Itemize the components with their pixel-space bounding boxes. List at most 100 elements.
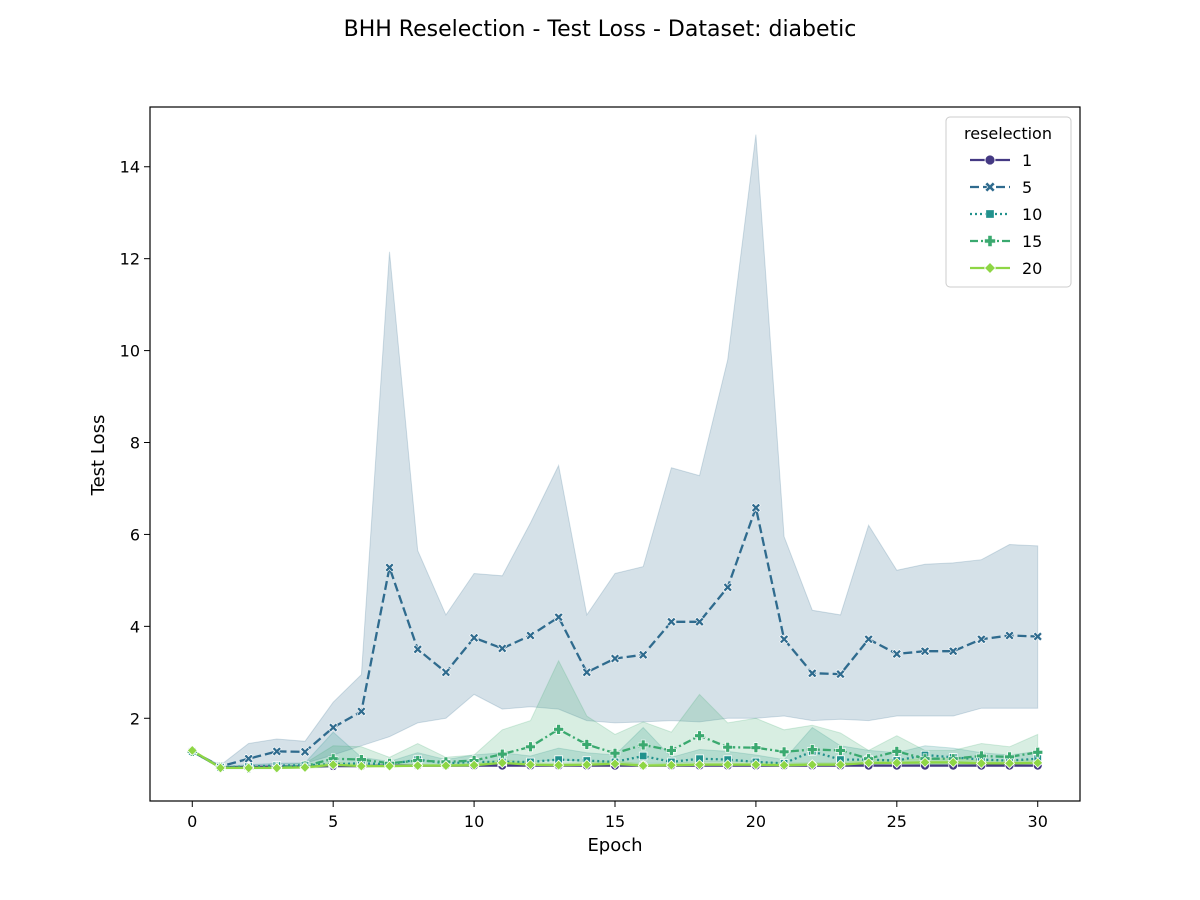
point-series-5 [976,634,987,645]
legend-title: reselection [964,124,1052,143]
legend-label-15: 15 [1022,232,1042,251]
point-series-20 [806,759,818,771]
point-series-20 [524,759,536,771]
point-series-20 [1004,757,1016,769]
x-tick-label: 10 [464,812,484,831]
point-series-5 [525,630,536,641]
x-tick-label: 20 [746,812,766,831]
point-series-5 [638,649,649,660]
point-series-20 [609,758,621,770]
point-series-5 [1032,631,1043,642]
point-series-20 [863,757,875,769]
y-tick-label: 12 [120,250,140,269]
x-tick-label: 25 [887,812,907,831]
point-series-5 [271,746,282,757]
point-series-5 [1004,630,1015,641]
x-tick-label: 30 [1028,812,1048,831]
point-series-15 [553,724,564,735]
point-series-20 [665,759,677,771]
legend-marker-10 [985,209,995,219]
point-series-20 [919,756,931,768]
point-series-20 [581,759,593,771]
legend-marker-5 [984,181,996,193]
point-series-20 [440,760,452,772]
y-tick-label: 8 [130,434,140,453]
point-series-15 [496,748,508,760]
point-series-20 [327,759,339,771]
point-series-15 [637,739,649,751]
legend-label-10: 10 [1022,205,1042,224]
point-series-20 [243,762,255,774]
x-tick-label: 0 [187,812,197,831]
point-series-15 [694,730,705,742]
y-axis-label: Test Loss [88,415,109,497]
legend-marker-1 [984,154,996,166]
point-series-5 [581,667,592,678]
y-tick-label: 10 [120,342,140,361]
point-series-5 [807,668,818,679]
point-series-15 [835,745,846,756]
point-series-20 [412,760,424,772]
y-tick-label: 2 [130,709,140,728]
point-series-5 [384,562,395,573]
legend-label-20: 20 [1022,259,1042,278]
point-series-20 [1032,757,1044,769]
point-series-20 [214,762,226,774]
point-series-20 [694,759,706,771]
point-series-5 [666,616,677,627]
point-series-5 [948,646,959,657]
point-series-20 [722,759,734,771]
x-axis: 0 5 10 15 20 25 30 [187,801,1048,831]
point-series-5 [722,582,733,593]
y-tick-label: 4 [130,617,140,636]
y-axis: 2 4 6 8 10 12 14 [120,158,150,728]
point-series-15 [806,744,818,755]
point-series-20 [553,759,565,771]
point-series-10 [638,751,648,761]
point-series-20 [496,757,508,769]
point-series-20 [834,759,846,771]
point-series-15 [525,741,536,753]
legend-marker-15 [984,235,996,247]
point-series-5 [440,667,451,678]
point-series-15 [581,739,593,750]
point-series-5 [553,612,564,623]
point-series-5 [469,632,480,643]
legend-marker-20 [983,261,997,275]
point-series-15 [666,745,677,756]
y-tick-label: 6 [130,525,140,544]
y-tick-label: 14 [120,158,140,177]
point-series-20 [750,759,762,771]
point-series-5 [920,646,930,657]
point-series-5 [328,722,339,733]
point-series-20 [355,760,367,772]
point-series-20 [891,757,903,769]
x-tick-label: 15 [605,812,625,831]
x-axis-label: Epoch [587,835,642,856]
point-series-5 [610,653,620,664]
point-series-5 [497,643,508,654]
point-series-15 [722,741,734,753]
point-series-20 [468,759,480,771]
point-series-20 [778,759,790,771]
point-series-20 [384,760,396,772]
point-series-20 [947,756,959,768]
point-series-5 [356,706,367,717]
point-series-20 [637,760,649,772]
point-series-5 [750,502,761,513]
point-series-15 [609,747,621,759]
point-series-5 [300,746,310,757]
point-series-5 [694,616,705,627]
x-tick-label: 5 [328,812,338,831]
chart-title: BHH Reselection - Test Loss - Dataset: d… [344,17,857,42]
point-series-15 [750,742,762,753]
point-series-15 [891,746,903,757]
point-series-5 [891,648,902,659]
point-series-15 [1032,746,1043,758]
point-series-5 [412,644,423,655]
legend-label-1: 1 [1022,151,1032,170]
point-series-5 [835,669,846,680]
point-series-20 [299,761,311,773]
